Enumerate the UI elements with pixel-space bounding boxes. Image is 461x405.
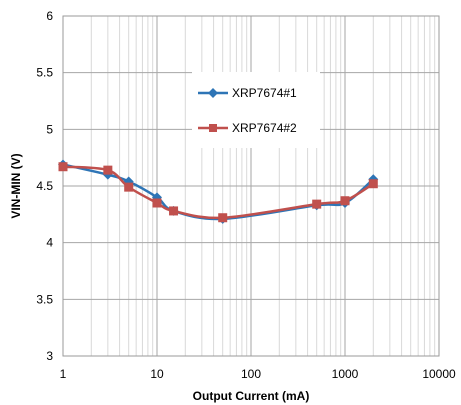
y-tick-label: 6 xyxy=(46,9,53,23)
y-tick-label: 3 xyxy=(46,349,53,363)
x-axis-title: Output Current (mA) xyxy=(193,389,310,403)
data-point-square xyxy=(340,196,350,206)
x-axis-ticks: 1 10 100 1000 10000 xyxy=(60,367,456,381)
series xyxy=(58,159,379,224)
x-tick-label: 10000 xyxy=(422,367,456,381)
data-point-square xyxy=(218,213,228,223)
series-2 xyxy=(58,162,378,223)
y-tick-label: 5 xyxy=(46,122,53,136)
plot-border xyxy=(62,15,440,357)
legend-entry-2: XRP7674#2 xyxy=(198,121,297,135)
data-point-square xyxy=(169,206,179,216)
y-tick-label: 4 xyxy=(46,236,53,250)
data-point-square xyxy=(368,179,378,189)
legend-label-series-1: XRP7674#1 xyxy=(232,86,297,100)
y-tick-label: 3.5 xyxy=(36,292,53,306)
x-tick-label: 1 xyxy=(60,367,67,381)
legend-label-series-2: XRP7674#2 xyxy=(232,121,297,135)
x-tick-label: 100 xyxy=(241,367,261,381)
legend: XRP7674#1 XRP7674#2 xyxy=(192,72,320,148)
y-axis-title: VIN-MIN (V) xyxy=(9,153,23,218)
y-tick-label: 4.5 xyxy=(36,179,53,193)
legend-background xyxy=(192,72,320,148)
legend-swatch-square xyxy=(209,124,217,132)
y-axis-ticks: 3 3.5 4 4.5 5 5.5 6 xyxy=(36,9,53,363)
y-tick-label: 5.5 xyxy=(36,66,53,80)
legend-swatch-diamond xyxy=(208,88,218,98)
data-point-square xyxy=(103,165,113,175)
x-tick-label: 1000 xyxy=(332,367,359,381)
data-point-square xyxy=(58,162,68,172)
data-point-square xyxy=(312,199,322,209)
x-tick-label: 10 xyxy=(150,367,164,381)
legend-entry-1: XRP7674#1 xyxy=(198,86,297,100)
data-point-square xyxy=(124,182,134,192)
data-point-square xyxy=(152,198,162,208)
